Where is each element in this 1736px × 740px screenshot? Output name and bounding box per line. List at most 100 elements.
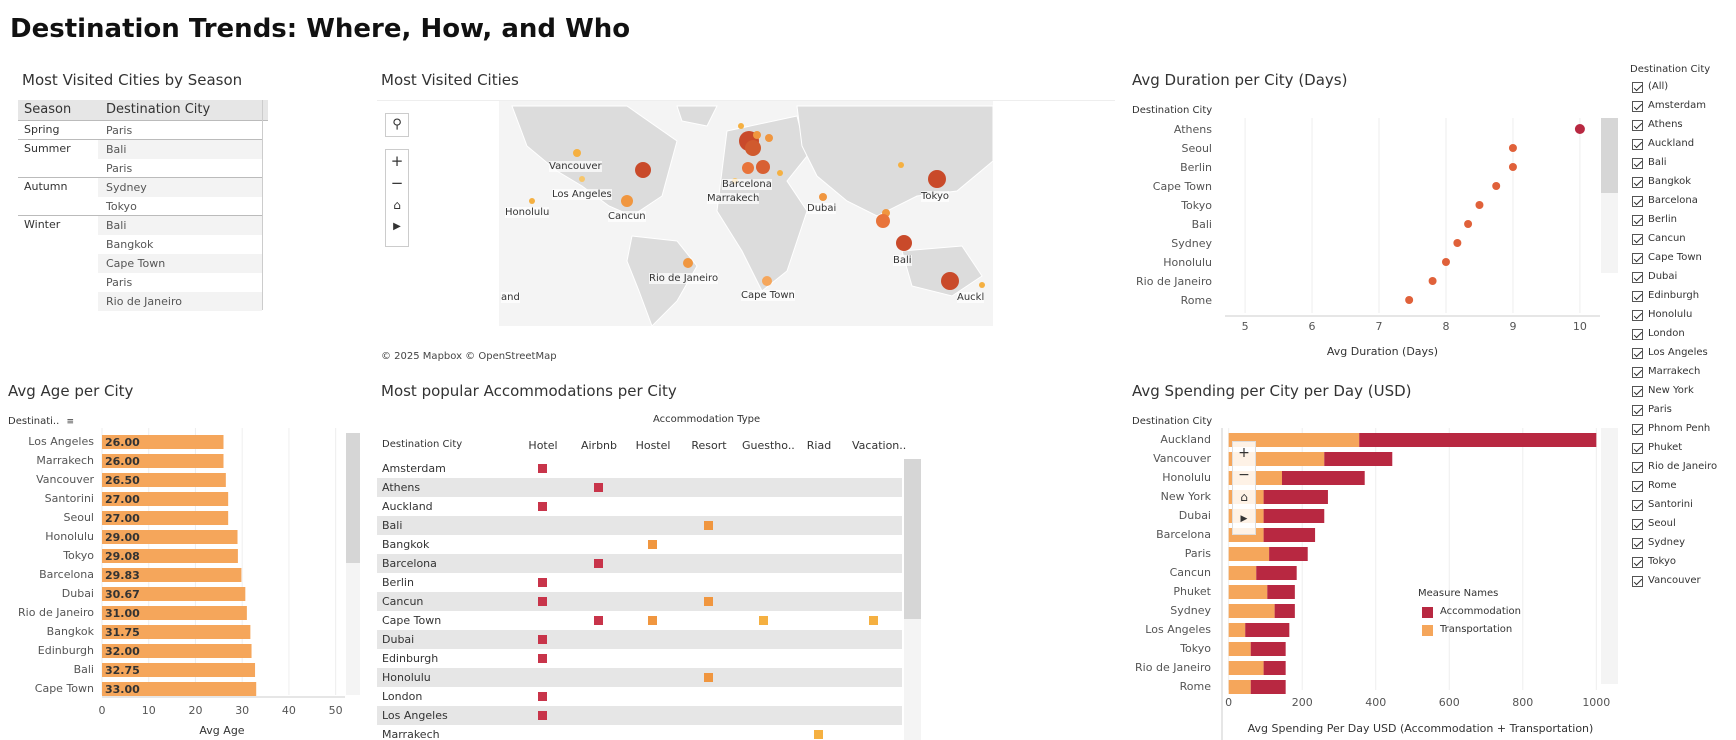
legend-checkbox[interactable] bbox=[1632, 500, 1643, 511]
duration-point[interactable] bbox=[1441, 258, 1450, 266]
spending-category-label[interactable]: Auckland bbox=[1160, 433, 1211, 446]
legend-checkbox[interactable] bbox=[1632, 82, 1643, 93]
spending-category-label[interactable]: Rio de Janeiro bbox=[1135, 661, 1211, 674]
legend-item-label[interactable]: Bangkok bbox=[1648, 176, 1692, 187]
season-city-cell[interactable]: Tokyo bbox=[98, 197, 262, 216]
age-bar[interactable] bbox=[102, 435, 224, 449]
map-dot-barcelona[interactable] bbox=[742, 162, 754, 174]
legend-item-label[interactable]: Phuket bbox=[1648, 442, 1683, 453]
map-dot-berlin[interactable] bbox=[765, 134, 773, 142]
spending-category-label[interactable]: Phuket bbox=[1173, 585, 1211, 598]
accommodation-mark[interactable] bbox=[538, 654, 547, 663]
accommodation-mark[interactable] bbox=[704, 597, 713, 606]
accommodation-scrollbar-thumb[interactable] bbox=[904, 459, 921, 619]
accommodation-city-cell[interactable]: Cancun bbox=[382, 595, 424, 608]
legend-item-label[interactable]: London bbox=[1648, 328, 1685, 339]
legend-item-label[interactable]: Rome bbox=[1648, 480, 1677, 491]
legend-item-label[interactable]: Athens bbox=[1648, 119, 1683, 130]
accommodation-mark[interactable] bbox=[538, 578, 547, 587]
spending-category-label[interactable]: Dubai bbox=[1179, 509, 1211, 522]
season-cell[interactable]: Spring bbox=[24, 123, 60, 136]
map-dot-rio[interactable] bbox=[683, 258, 693, 268]
duration-point[interactable] bbox=[1508, 163, 1517, 171]
map-panel[interactable]: Vancouver Los Angeles Honolulu Cancun Ba… bbox=[377, 100, 1115, 366]
legend-checkbox[interactable] bbox=[1632, 234, 1643, 245]
table-row[interactable]: Dubai bbox=[377, 630, 902, 649]
duration-chart[interactable]: 5 6 7 8 9 10 Avg Duration (Days) Athens Seoul Ber… bbox=[1130, 118, 1620, 358]
legend-checkbox[interactable] bbox=[1632, 386, 1643, 397]
age-category-label[interactable]: Edinburgh bbox=[38, 644, 94, 657]
duration-point[interactable] bbox=[1405, 296, 1414, 304]
legend-checkbox[interactable] bbox=[1632, 462, 1643, 473]
legend-item-label[interactable]: Dubai bbox=[1648, 271, 1678, 282]
accommodation-city-cell[interactable]: Marrakech bbox=[382, 728, 440, 740]
accommodation-column-header[interactable]: Hotel bbox=[528, 439, 558, 452]
age-bar[interactable] bbox=[102, 454, 224, 468]
accommodation-city-cell[interactable]: Honolulu bbox=[382, 671, 431, 684]
accommodation-mark[interactable] bbox=[538, 597, 547, 606]
legend-item-label[interactable]: Barcelona bbox=[1648, 195, 1698, 206]
accommodation-mark[interactable] bbox=[538, 692, 547, 701]
legend-item-label[interactable]: Edinburgh bbox=[1648, 290, 1700, 301]
table-row[interactable]: Bali bbox=[377, 516, 902, 535]
season-column-header[interactable]: Season bbox=[24, 102, 72, 117]
map-dot-sydney[interactable] bbox=[941, 272, 959, 290]
duration-category-label[interactable]: Seoul bbox=[1181, 142, 1212, 155]
duration-category-label[interactable]: Tokyo bbox=[1180, 199, 1212, 212]
legend-checkbox[interactable] bbox=[1632, 443, 1643, 454]
spending-bar-accommodation[interactable] bbox=[1256, 566, 1297, 580]
duration-point[interactable] bbox=[1453, 239, 1462, 247]
accommodation-city-cell[interactable]: London bbox=[382, 690, 423, 703]
age-category-label[interactable]: Los Angeles bbox=[28, 435, 94, 448]
age-category-label[interactable]: Barcelona bbox=[39, 568, 94, 581]
spending-category-label[interactable]: New York bbox=[1161, 490, 1212, 503]
age-category-label[interactable]: Cape Town bbox=[35, 682, 94, 695]
spending-category-label[interactable]: Vancouver bbox=[1153, 452, 1211, 465]
legend-checkbox[interactable] bbox=[1632, 576, 1643, 587]
legend-checkbox[interactable] bbox=[1632, 481, 1643, 492]
legend-item-label[interactable]: Paris bbox=[1648, 404, 1672, 415]
map-dot-new-york[interactable] bbox=[635, 162, 651, 178]
table-row[interactable]: Los Angeles bbox=[377, 706, 902, 725]
spending-bar-transportation[interactable] bbox=[1228, 433, 1360, 447]
table-row[interactable]: Auckland bbox=[377, 497, 902, 516]
map-dot-paris[interactable] bbox=[745, 140, 761, 156]
spending-zoom-out-button[interactable]: − bbox=[1238, 467, 1250, 483]
spending-bar-transportation[interactable] bbox=[1228, 623, 1246, 637]
legend-label-transportation[interactable]: Transportation bbox=[1440, 624, 1513, 635]
spending-category-label[interactable]: Barcelona bbox=[1156, 528, 1211, 541]
map-dot-auckland[interactable] bbox=[979, 282, 985, 288]
legend-item-label[interactable]: Bali bbox=[1648, 157, 1667, 168]
age-bar[interactable] bbox=[102, 606, 247, 620]
season-city-cell[interactable]: Paris bbox=[98, 273, 262, 292]
expand-arrow-icon[interactable]: ▶ bbox=[393, 221, 401, 232]
spending-category-label[interactable]: Paris bbox=[1185, 547, 1211, 560]
accommodation-mark[interactable] bbox=[704, 673, 713, 682]
legend-item-label[interactable]: Honolulu bbox=[1648, 309, 1693, 320]
map-dot-athens[interactable] bbox=[777, 170, 783, 176]
legend-item-label[interactable]: Cancun bbox=[1648, 233, 1686, 244]
legend-item-label[interactable]: Auckland bbox=[1648, 138, 1695, 149]
spending-category-label[interactable]: Rome bbox=[1180, 680, 1212, 693]
accommodation-mark[interactable] bbox=[869, 616, 878, 625]
spending-bar-accommodation[interactable] bbox=[1263, 528, 1316, 542]
zoom-in-button[interactable]: + bbox=[390, 152, 404, 170]
season-cell[interactable]: Winter bbox=[24, 218, 61, 231]
accommodation-mark[interactable] bbox=[759, 616, 768, 625]
spending-bar-accommodation[interactable] bbox=[1250, 680, 1286, 694]
duration-category-label[interactable]: Bali bbox=[1192, 218, 1212, 231]
accommodation-mark[interactable] bbox=[538, 464, 547, 473]
table-row[interactable]: Marrakech bbox=[377, 725, 902, 740]
map-dot-honolulu[interactable] bbox=[529, 198, 535, 204]
age-category-label[interactable]: Rio de Janeiro bbox=[18, 606, 94, 619]
accommodation-mark[interactable] bbox=[648, 540, 657, 549]
spending-category-label[interactable]: Honolulu bbox=[1162, 471, 1211, 484]
legend-item-label[interactable]: New York bbox=[1648, 385, 1694, 396]
map-dot-amsterdam[interactable] bbox=[753, 131, 761, 139]
age-bar[interactable] bbox=[102, 644, 252, 658]
season-cell[interactable]: Autumn bbox=[24, 180, 68, 193]
spending-category-label[interactable]: Tokyo bbox=[1179, 642, 1211, 655]
legend-checkbox[interactable] bbox=[1632, 557, 1643, 568]
map-search-button[interactable]: ⚲ bbox=[385, 113, 409, 137]
age-bar[interactable] bbox=[102, 473, 226, 487]
